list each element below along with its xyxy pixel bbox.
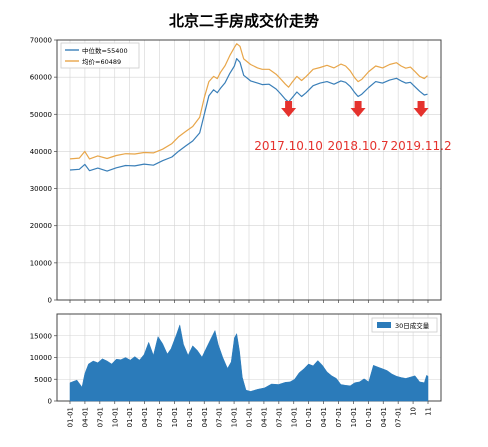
bottom-y-tick-label: 0 (48, 398, 52, 406)
annotation: 2019.11.2 (391, 101, 452, 153)
x-tick-label: 10-01 (111, 407, 119, 427)
x-tick-label: 01-01 (186, 407, 194, 427)
x-tick-label: 07-01 (156, 407, 164, 427)
top-y-tick-label: 70000 (30, 37, 52, 45)
top-y-tick-label: 60000 (30, 74, 52, 82)
x-tick-label: 04-01 (81, 407, 89, 427)
top-y-tick-label: 40000 (30, 148, 52, 156)
x-tick-label: 07-01 (96, 407, 104, 427)
annotation: 2018.10.7 (328, 101, 389, 153)
x-tick-label: 04-01 (320, 407, 328, 427)
volume-area-series (69, 323, 429, 402)
annotation-label: 2017.10.10 (254, 139, 323, 153)
x-tick-label: 04-01 (201, 407, 209, 427)
legend-label-median: 中位数=55400 (82, 46, 128, 55)
top-y-tick-label: 20000 (30, 222, 52, 230)
x-tick-label: 04-01 (380, 407, 388, 427)
x-tick-label: 10-01 (231, 407, 239, 427)
date-annotations: 2017.10.10 2018.10.7 2019.11.2 (254, 101, 452, 153)
x-tick-label: 10 (410, 407, 418, 416)
line-series-median (69, 58, 428, 172)
bottom-legend-box (371, 317, 438, 333)
legend-swatch-volume (377, 322, 391, 328)
line-series-average (69, 43, 428, 160)
x-tick-label: 07-01 (216, 407, 224, 427)
x-tick-label: 10-01 (171, 407, 179, 427)
area-series-volume (69, 323, 429, 402)
legend-label-volume: 30日成交量 (395, 321, 430, 330)
annotation-label: 2019.11.2 (391, 139, 452, 153)
annotation-label: 2018.10.7 (328, 139, 389, 153)
bottom-y-axis: 0 5000 10000 15000 (30, 332, 57, 406)
x-tick-label: 11 (425, 407, 433, 416)
bottom-y-tick-label: 5000 (34, 376, 52, 384)
top-y-axis: 0 10000 20000 30000 40000 50000 60000 70000 (30, 37, 57, 305)
price-line-series (69, 43, 428, 172)
top-y-tick-label: 10000 (30, 259, 52, 267)
top-legend-box (60, 42, 140, 69)
x-tick-label: 04-01 (260, 407, 268, 427)
annotation-arrow (350, 101, 366, 117)
bottom-y-tick-label: 10000 (30, 354, 52, 362)
x-tick-label: 01-01 (67, 407, 75, 427)
x-tick-label: 10-01 (290, 407, 298, 427)
x-tick-label: 01-01 (305, 407, 313, 427)
x-axis: 01-01 04-01 07-01 10-01 01-01 04-01 07-01 10-01… (67, 300, 433, 427)
top-y-tick-label: 50000 (30, 111, 52, 119)
x-tick-label: 01-01 (126, 407, 134, 427)
x-tick-label: 01-01 (365, 407, 373, 427)
legend-label-average: 均价=60489 (82, 57, 121, 66)
annotation-arrow (281, 101, 297, 117)
annotation-arrow (413, 101, 429, 117)
bottom-y-tick-label: 15000 (30, 332, 52, 340)
top-y-tick-label: 0 (48, 297, 52, 305)
x-tick-label: 01-01 (246, 407, 254, 427)
top-y-tick-label: 30000 (30, 185, 52, 193)
x-tick-label: 04-01 (141, 407, 149, 427)
chart-title: 北京二手房成交价走势 (169, 12, 319, 30)
x-tick-label: 10-01 (350, 407, 358, 427)
top-chart-grid (57, 39, 441, 301)
x-tick-label: 07-01 (275, 407, 283, 427)
top-legend: 中位数=55400 均价=60489 (60, 42, 140, 69)
annotation: 2017.10.10 (254, 101, 323, 153)
bottom-legend: 30日成交量 (371, 317, 438, 333)
x-tick-label: 07-01 (335, 407, 343, 427)
x-tick-label: 07-01 (395, 407, 403, 427)
